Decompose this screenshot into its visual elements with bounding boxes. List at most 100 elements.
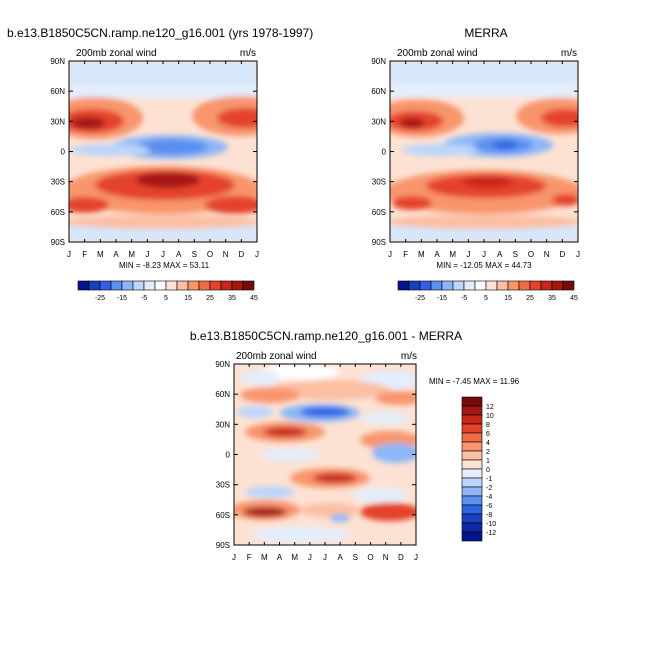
colorbar-label: -5: [141, 295, 147, 302]
colorbar-label: 35: [548, 295, 556, 302]
y-tick-label: 90S: [51, 238, 65, 247]
colorbar-label: 35: [228, 295, 236, 302]
colorbar-swatch: [461, 459, 483, 470]
colorbar-swatch: [209, 280, 222, 291]
panel-merra-stats: MIN = -12.05 MAX = 44.73: [436, 261, 532, 270]
y-tick-label: 60S: [372, 208, 386, 217]
colorbar-swatch: [121, 280, 134, 291]
colorbar-label: 1: [486, 458, 490, 465]
y-tick-label: 0: [226, 451, 231, 460]
colorbar-swatch: [463, 280, 476, 291]
x-tick-label: F: [247, 553, 252, 562]
colorbar-swatch: [220, 280, 233, 291]
y-tick-label: 0: [382, 148, 387, 157]
colorbar-swatch: [176, 280, 189, 291]
x-tick-label: A: [277, 553, 283, 562]
colorbar-swatch: [461, 432, 483, 443]
y-tick-label: 90N: [215, 360, 230, 369]
colorbar-label: 6: [486, 431, 490, 438]
panel-diff: b.e13.B1850C5CN.ramp.ne120_g16.001 - MER…: [190, 329, 520, 562]
colorbar-swatch: [88, 280, 101, 291]
x-tick-label: F: [82, 250, 87, 259]
y-tick-label: 30S: [372, 178, 386, 187]
colorbar-swatch: [165, 280, 178, 291]
colorbar-swatch: [198, 280, 211, 291]
colorbar-swatch: [430, 280, 443, 291]
colorbar-label: 10: [486, 413, 494, 420]
colorbar-swatch: [474, 280, 487, 291]
x-tick-label: S: [353, 553, 358, 562]
y-tick-label: 30N: [215, 420, 230, 429]
colorbar-swatch: [132, 280, 145, 291]
colorbar-swatch: [77, 280, 90, 291]
x-tick-label: J: [323, 553, 327, 562]
x-tick-label: A: [497, 250, 503, 259]
panel-model-title: b.e13.B1850C5CN.ramp.ne120_g16.001 (yrs …: [7, 26, 313, 40]
colorbar-swatch: [461, 477, 483, 488]
x-tick-label: N: [223, 250, 229, 259]
colorbar-swatch: [562, 280, 575, 291]
colorbar-swatch: [461, 513, 483, 524]
panel-model-subtitle-right: m/s: [240, 48, 256, 59]
panel-diff-title: b.e13.B1850C5CN.ramp.ne120_g16.001 - MER…: [190, 329, 462, 343]
panel-merra-heatmap: [390, 61, 578, 242]
colorbar-label: 8: [486, 422, 490, 429]
colorbar-swatch: [461, 423, 483, 434]
colorbar-label: -4: [486, 494, 492, 501]
colorbar-swatch: [529, 280, 542, 291]
colorbar-swatch: [507, 280, 520, 291]
panel-model: b.e13.B1850C5CN.ramp.ne120_g16.001 (yrs …: [7, 26, 313, 302]
colorbar-swatch: [397, 280, 410, 291]
colorbar-label: -5: [461, 295, 467, 302]
x-tick-label: J: [388, 250, 392, 259]
colorbar-swatch: [496, 280, 509, 291]
colorbar-label: 5: [164, 295, 168, 302]
colorbar-swatch: [551, 280, 564, 291]
colorbar-swatch: [408, 280, 421, 291]
colorbar-swatch: [461, 450, 483, 461]
colorbar-swatch: [154, 280, 167, 291]
panel-merra-subtitle-left: 200mb zonal wind: [397, 48, 478, 59]
x-tick-label: M: [291, 553, 298, 562]
x-tick-label: M: [97, 250, 104, 259]
colorbar-label: 25: [526, 295, 534, 302]
colorbar-swatch: [461, 504, 483, 515]
panel-merra-title: MERRA: [464, 26, 507, 40]
colorbar-swatch: [231, 280, 244, 291]
x-tick-label: S: [192, 250, 197, 259]
colorbar-swatch: [461, 468, 483, 479]
y-tick-label: 90S: [216, 541, 230, 550]
colorbar-label: -6: [486, 503, 492, 510]
colorbar-label: -10: [486, 521, 496, 528]
panel-merra-colorbar: -25 -15 -5 5 15 25 35 45: [397, 280, 578, 302]
panel-model-subtitle-left: 200mb zonal wind: [76, 48, 157, 59]
panel-diff-subtitle-right: m/s: [401, 351, 417, 362]
colorbar-swatch: [461, 405, 483, 416]
x-tick-label: J: [466, 250, 470, 259]
colorbar-swatch: [419, 280, 432, 291]
colorbar-label: 12: [486, 404, 494, 411]
y-tick-label: 60N: [215, 390, 230, 399]
colorbar-swatch: [452, 280, 465, 291]
colorbar-swatch: [99, 280, 112, 291]
colorbar-label: -25: [95, 295, 105, 302]
y-tick-label: 90N: [50, 57, 65, 66]
colorbar-label: 5: [484, 295, 488, 302]
y-tick-label: 60N: [50, 87, 65, 96]
colorbar-label: 4: [486, 440, 490, 447]
colorbar-swatch: [461, 441, 483, 452]
x-tick-label: N: [544, 250, 550, 259]
colorbar-label: -1: [486, 476, 492, 483]
panel-diff-stats: MIN = -7.45 MAX = 11.96: [429, 377, 520, 386]
x-tick-label: N: [383, 553, 389, 562]
colorbar-swatch: [461, 396, 483, 407]
panel-merra: MERRA 200mb zonal wind m/s: [371, 26, 580, 302]
x-tick-label: A: [337, 553, 343, 562]
x-tick-label: O: [367, 553, 373, 562]
x-tick-label: J: [67, 250, 71, 259]
colorbar-swatch: [461, 414, 483, 425]
x-tick-label: M: [128, 250, 135, 259]
